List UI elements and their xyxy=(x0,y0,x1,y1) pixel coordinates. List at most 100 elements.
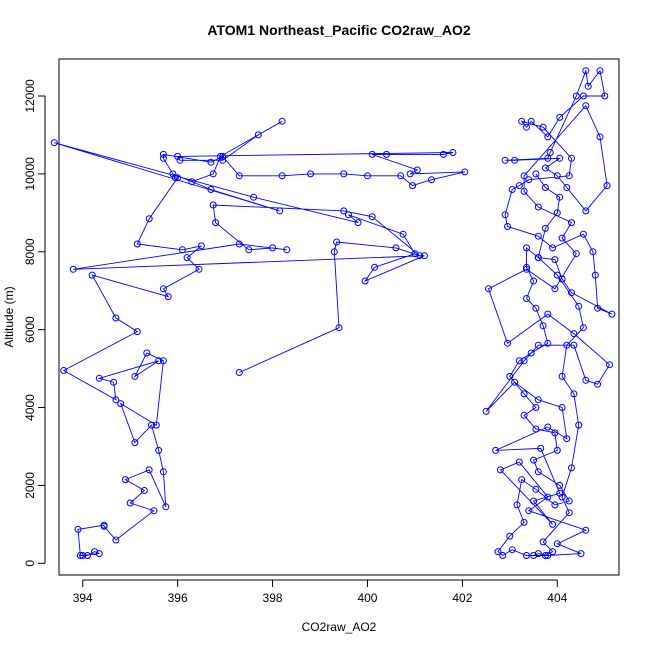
data-point xyxy=(549,548,557,556)
data-point xyxy=(117,400,125,408)
data-point xyxy=(553,446,561,454)
data-point xyxy=(143,349,151,357)
series-layer xyxy=(50,67,616,559)
y-tick-label: 2000 xyxy=(23,472,37,499)
data-point xyxy=(307,170,314,178)
data-point xyxy=(482,407,490,415)
data-point xyxy=(235,172,243,180)
data-point xyxy=(515,458,523,466)
data-point xyxy=(112,536,120,544)
data-point xyxy=(140,487,148,494)
data-point xyxy=(551,501,559,509)
data-point xyxy=(74,525,82,533)
data-point xyxy=(494,548,502,556)
data-point xyxy=(159,357,167,365)
plot-area xyxy=(58,58,620,576)
data-point xyxy=(209,201,217,209)
data-point xyxy=(197,242,205,250)
data-point xyxy=(530,456,538,464)
x-axis: 394 396 398 400 402 404 xyxy=(73,579,568,605)
data-point xyxy=(340,170,348,178)
data-point xyxy=(126,499,134,507)
data-point xyxy=(582,376,590,384)
data-point xyxy=(245,246,253,254)
data-point xyxy=(579,324,587,332)
data-point xyxy=(544,339,552,347)
data-point xyxy=(413,166,421,174)
data-point xyxy=(523,244,530,252)
data-point xyxy=(520,390,528,398)
data-point xyxy=(565,172,573,180)
data-point xyxy=(112,314,120,322)
data-point xyxy=(501,211,509,219)
data-point xyxy=(508,186,516,193)
data-point xyxy=(235,369,243,376)
data-point xyxy=(79,552,87,559)
data-point xyxy=(544,310,552,318)
data-point xyxy=(84,552,91,559)
data-point xyxy=(209,170,217,178)
data-point xyxy=(155,357,163,365)
data-point xyxy=(577,550,585,558)
data-point xyxy=(212,219,220,227)
data-point xyxy=(439,150,447,158)
data-point xyxy=(565,509,573,517)
data-point xyxy=(159,150,167,158)
data-point xyxy=(513,501,521,509)
data-point xyxy=(549,244,557,252)
data-point xyxy=(399,230,407,238)
data-point xyxy=(518,117,526,125)
data-point xyxy=(155,446,163,454)
data-point xyxy=(162,503,170,511)
data-point xyxy=(544,133,552,141)
y-axis-label: Altitude (m) xyxy=(2,286,16,347)
data-point xyxy=(183,254,191,262)
data-point xyxy=(539,322,547,330)
data-point xyxy=(333,238,341,246)
data-point xyxy=(534,396,542,404)
data-point xyxy=(534,254,542,262)
data-point xyxy=(556,481,564,489)
data-point xyxy=(121,476,129,484)
data-point xyxy=(544,552,552,559)
data-point xyxy=(558,493,566,501)
data-point xyxy=(582,207,590,215)
data-point xyxy=(520,187,528,195)
data-point xyxy=(551,256,559,264)
data-point xyxy=(584,82,592,90)
data-point xyxy=(506,372,514,380)
data-point xyxy=(570,330,578,338)
data-point xyxy=(608,310,616,318)
data-point xyxy=(534,468,542,476)
data-point xyxy=(504,339,511,347)
data-point xyxy=(530,552,538,559)
x-tick-label: 402 xyxy=(452,591,472,605)
data-point xyxy=(133,328,141,336)
data-point xyxy=(546,149,554,156)
data-point xyxy=(207,158,215,166)
data-point xyxy=(568,154,575,162)
data-point xyxy=(397,172,405,180)
data-point xyxy=(345,211,352,219)
data-point xyxy=(523,552,530,559)
data-point xyxy=(582,102,590,110)
data-point xyxy=(335,324,343,332)
data-point xyxy=(575,302,583,310)
series-line xyxy=(54,120,465,556)
data-point xyxy=(499,552,507,559)
data-point xyxy=(278,172,286,180)
data-point xyxy=(216,152,224,160)
data-point xyxy=(523,265,530,273)
data-point xyxy=(340,207,348,215)
data-point xyxy=(594,304,602,312)
data-point xyxy=(219,152,227,160)
data-point xyxy=(582,67,590,75)
x-tick-label: 396 xyxy=(168,591,188,605)
data-point xyxy=(544,493,552,501)
data-point xyxy=(553,172,561,180)
data-point xyxy=(523,295,530,302)
data-point xyxy=(368,213,376,221)
data-point xyxy=(558,275,566,283)
data-point xyxy=(572,250,580,258)
chart-title: ATOM1 Northeast_Pacific CO2raw_AO2 xyxy=(207,22,470,38)
